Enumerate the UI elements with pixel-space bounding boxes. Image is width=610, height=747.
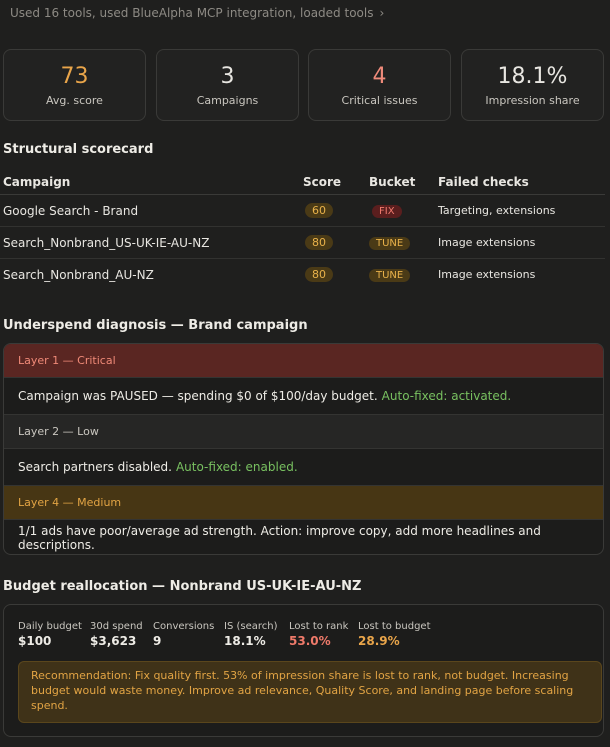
score-badge: 80: [305, 267, 333, 282]
layer-body: Search partners disabled. Auto-fixed: en…: [4, 448, 603, 486]
col-header-failed-checks: Failed checks: [438, 170, 605, 195]
layer-header-critical: Layer 1 — Critical: [4, 344, 603, 377]
failed-checks: Image extensions: [438, 226, 605, 259]
stat-value: 3: [220, 63, 235, 89]
budget-panel: Daily budget $100 30d spend $3,623 Conve…: [3, 604, 604, 737]
stat-value: 4: [372, 63, 387, 89]
stat-card-impression-share: 18.1% Impression share: [461, 49, 604, 121]
scorecard-table: Campaign Score Bucket Failed checks Goog…: [0, 170, 605, 290]
bucket-badge: TUNE: [369, 237, 411, 250]
metric-label: IS (search): [224, 621, 278, 632]
metric-value: $100: [18, 634, 52, 648]
failed-checks: Targeting, extensions: [438, 194, 605, 227]
recommendation-callout: Recommendation: Fix quality first. 53% o…: [18, 661, 602, 723]
metric-label: 30d spend: [90, 621, 143, 632]
metric-conversions: Conversions 9: [153, 621, 214, 648]
metric-label: Conversions: [153, 621, 215, 632]
col-header-score: Score: [303, 170, 369, 195]
metric-label: Lost to budget: [358, 621, 431, 632]
scorecard-title: Structural scorecard: [3, 142, 154, 157]
table-row: Search_Nonbrand_AU-NZ 80 TUNE Image exte…: [0, 259, 605, 291]
metric-30d-spend: 30d spend $3,623: [90, 621, 143, 648]
stat-value: 18.1%: [497, 63, 568, 89]
metric-value: $3,623: [90, 634, 137, 648]
col-header-bucket: Bucket: [369, 170, 438, 195]
tools-summary-toggle[interactable]: Used 16 tools, used BlueAlpha MCP integr…: [10, 6, 384, 20]
stat-card-avg-score: 73 Avg. score: [3, 49, 146, 121]
failed-checks: Image extensions: [438, 268, 536, 281]
layer-header-low: Layer 2 — Low: [4, 415, 603, 448]
diagnosis-title: Underspend diagnosis — Brand campaign: [3, 318, 308, 333]
layer-body: Campaign was PAUSED — spending $0 of $10…: [4, 377, 603, 415]
metric-label: Daily budget: [18, 621, 82, 632]
campaign-name: Google Search - Brand: [0, 194, 303, 227]
metric-is-search: IS (search) 18.1%: [224, 621, 278, 648]
chevron-right-icon: ›: [379, 6, 385, 20]
stat-label: Critical issues: [341, 93, 418, 107]
auto-fix-status: Auto-fixed: activated.: [381, 389, 512, 403]
bucket-badge: TUNE: [369, 269, 411, 282]
stats-row: 73 Avg. score 3 Campaigns 4 Critical iss…: [3, 49, 607, 121]
stat-label: Impression share: [485, 93, 580, 107]
table-row: Search_Nonbrand_US-UK-IE-AU-NZ 80 TUNE I…: [0, 226, 605, 259]
stat-card-critical-issues: 4 Critical issues: [308, 49, 451, 121]
budget-title: Budget reallocation — Nonbrand US-UK-IE-…: [3, 579, 362, 594]
score-badge: 60: [305, 203, 333, 218]
layer-text: Campaign was PAUSED — spending $0 of $10…: [18, 389, 378, 403]
col-header-campaign: Campaign: [0, 170, 303, 195]
table-header-row: Campaign Score Bucket Failed checks: [0, 170, 605, 195]
metric-value: 18.1%: [224, 634, 266, 648]
layer-body: 1/1 ads have poor/average ad strength. A…: [4, 519, 603, 554]
bucket-badge: FIX: [372, 205, 402, 218]
metric-value: 9: [153, 634, 162, 648]
metric-value: 53.0%: [289, 634, 331, 648]
metric-daily-budget: Daily budget $100: [18, 621, 82, 648]
campaign-name: Search_Nonbrand_AU-NZ: [3, 267, 154, 282]
stat-label: Campaigns: [196, 93, 259, 107]
metric-lost-to-rank: Lost to rank 53.0%: [289, 621, 348, 648]
layer-text: Search partners disabled.: [18, 460, 172, 474]
metric-value: 28.9%: [358, 634, 400, 648]
stat-card-campaigns: 3 Campaigns: [156, 49, 299, 121]
layer-header-medium: Layer 4 — Medium: [4, 486, 603, 519]
campaign-name: Search_Nonbrand_US-UK-IE-AU-NZ: [0, 226, 303, 259]
score-badge: 80: [305, 235, 333, 250]
tools-summary-text: Used 16 tools, used BlueAlpha MCP integr…: [10, 6, 374, 20]
table-row: Google Search - Brand 60 FIX Targeting, …: [0, 194, 605, 227]
metric-lost-to-budget: Lost to budget 28.9%: [358, 621, 431, 648]
stat-value: 73: [60, 63, 89, 89]
stat-label: Avg. score: [46, 93, 103, 107]
auto-fix-status: Auto-fixed: enabled.: [175, 460, 298, 474]
diagnosis-panel: Layer 1 — Critical Campaign was PAUSED —…: [3, 343, 604, 555]
metric-label: Lost to rank: [289, 621, 349, 632]
layer-text: 1/1 ads have poor/average ad strength. A…: [18, 524, 541, 552]
